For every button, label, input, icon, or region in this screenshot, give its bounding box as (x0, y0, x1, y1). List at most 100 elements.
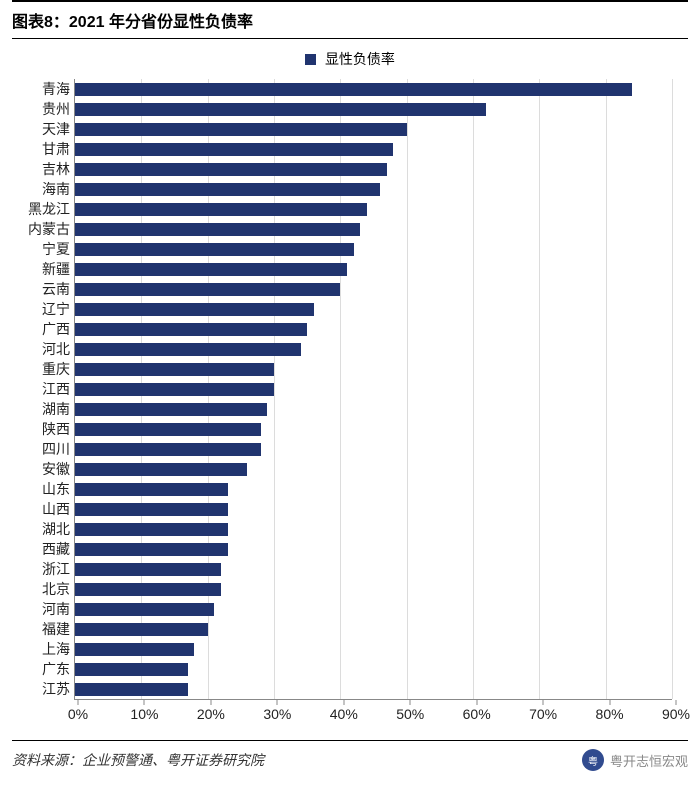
bar-row (75, 199, 672, 219)
bar (75, 203, 367, 216)
bar (75, 363, 274, 376)
bar-row (75, 459, 672, 479)
source-label: 资料来源： (12, 752, 82, 768)
x-tick-mark (543, 700, 544, 705)
x-tick-mark (676, 700, 677, 705)
y-tick-label: 天津 (42, 119, 70, 139)
y-tick-label: 甘肃 (42, 139, 70, 159)
bar (75, 583, 221, 596)
source-row: 资料来源：企业预警通、粤开证券研究院 粤 粤开志恒宏观 (12, 740, 688, 771)
bar-row (75, 319, 672, 339)
bar-row (75, 499, 672, 519)
watermark-text: 粤开志恒宏观 (610, 751, 688, 770)
bar (75, 83, 632, 96)
bar (75, 683, 188, 696)
bar (75, 603, 214, 616)
x-tick-label: 30% (263, 706, 291, 722)
bar (75, 163, 387, 176)
bar (75, 483, 228, 496)
bar-row (75, 179, 672, 199)
y-tick-label: 陕西 (42, 419, 70, 439)
bar (75, 643, 194, 656)
bar (75, 223, 360, 236)
x-tick-mark (78, 700, 79, 705)
bar-row (75, 599, 672, 619)
y-tick-label: 吉林 (42, 159, 70, 179)
title-bar: 图表8：2021 年分省份显性负债率 (12, 0, 688, 39)
x-tick-label: 50% (396, 706, 424, 722)
bar (75, 143, 393, 156)
y-tick-label: 宁夏 (42, 239, 70, 259)
bar (75, 403, 267, 416)
x-axis: 0%10%20%30%40%50%60%70%80%90% (78, 700, 672, 726)
bar (75, 303, 314, 316)
x-tick-label: 40% (330, 706, 358, 722)
x-tick-mark (410, 700, 411, 705)
bar-row (75, 519, 672, 539)
bar-row (75, 99, 672, 119)
bar-row (75, 239, 672, 259)
bar (75, 283, 340, 296)
bar (75, 263, 347, 276)
bar (75, 443, 261, 456)
y-tick-label: 西藏 (42, 539, 70, 559)
source-value: 企业预警通、粤开证券研究院 (82, 752, 264, 768)
bar-row (75, 379, 672, 399)
y-tick-label: 贵州 (42, 99, 70, 119)
x-tick-mark (609, 700, 610, 705)
plot: 青海贵州天津甘肃吉林海南黑龙江内蒙古宁夏新疆云南辽宁广西河北重庆江西湖南陕西四川… (28, 79, 672, 700)
bar-row (75, 559, 672, 579)
bar-row (75, 299, 672, 319)
x-tick-label: 60% (463, 706, 491, 722)
watermark-badge-icon: 粤 (582, 749, 604, 771)
y-tick-label: 河北 (42, 339, 70, 359)
y-tick-label: 海南 (42, 179, 70, 199)
y-tick-label: 青海 (42, 79, 70, 99)
bar-row (75, 159, 672, 179)
bar-row (75, 579, 672, 599)
legend-label: 显性负债率 (325, 51, 395, 67)
y-tick-label: 四川 (42, 439, 70, 459)
bar (75, 463, 247, 476)
bar-row (75, 659, 672, 679)
legend-swatch (305, 54, 316, 65)
legend: 显性负债率 (28, 49, 672, 69)
gridline (672, 79, 673, 699)
y-tick-label: 广东 (42, 659, 70, 679)
y-tick-label: 浙江 (42, 559, 70, 579)
y-tick-label: 湖南 (42, 399, 70, 419)
chart-title: 图表8：2021 年分省份显性负债率 (12, 14, 253, 31)
y-tick-label: 内蒙古 (28, 219, 70, 239)
bar-row (75, 219, 672, 239)
bar (75, 383, 274, 396)
y-tick-label: 江苏 (42, 679, 70, 699)
bars-region (74, 79, 672, 700)
bar-row (75, 119, 672, 139)
x-tick-label: 80% (596, 706, 624, 722)
y-tick-label: 黑龙江 (28, 199, 70, 219)
bar-row (75, 539, 672, 559)
bar (75, 503, 228, 516)
bar-row (75, 139, 672, 159)
y-tick-label: 湖北 (42, 519, 70, 539)
bar-row (75, 259, 672, 279)
bar-row (75, 439, 672, 459)
bar (75, 563, 221, 576)
y-axis-labels: 青海贵州天津甘肃吉林海南黑龙江内蒙古宁夏新疆云南辽宁广西河北重庆江西湖南陕西四川… (28, 79, 74, 700)
bar (75, 543, 228, 556)
bar (75, 663, 188, 676)
bar (75, 243, 354, 256)
x-tick-mark (210, 700, 211, 705)
x-tick-label: 20% (197, 706, 225, 722)
y-tick-label: 重庆 (42, 359, 70, 379)
figure-container: 图表8：2021 年分省份显性负债率 显性负债率 青海贵州天津甘肃吉林海南黑龙江… (0, 0, 700, 771)
bar (75, 423, 261, 436)
bar-row (75, 359, 672, 379)
bar (75, 343, 301, 356)
x-tick-label: 10% (130, 706, 158, 722)
bar-row (75, 419, 672, 439)
bar (75, 103, 486, 116)
y-tick-label: 云南 (42, 279, 70, 299)
y-tick-label: 辽宁 (42, 299, 70, 319)
x-tick-label: 0% (68, 706, 88, 722)
